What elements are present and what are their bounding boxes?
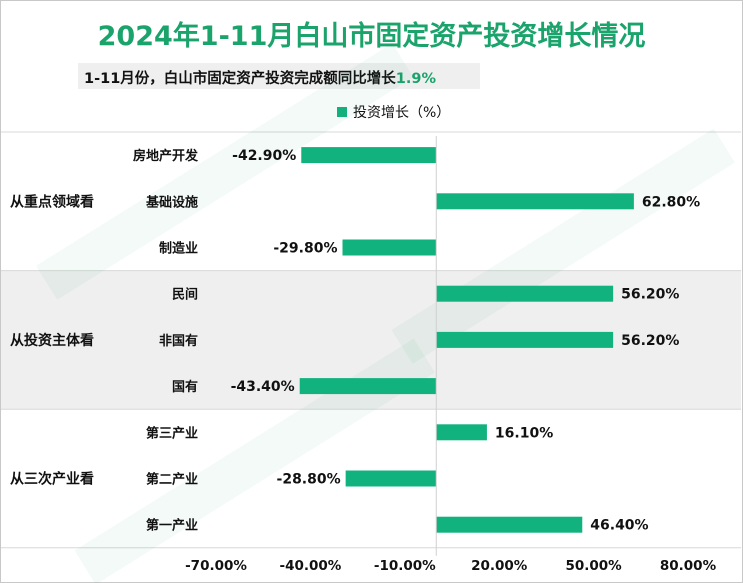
subtitle-background bbox=[78, 63, 480, 89]
subtitle: 1-11月份，白山市固定资产投资完成额同比增长1.9% bbox=[84, 67, 436, 88]
watermark-group bbox=[36, 43, 735, 583]
bar bbox=[436, 285, 614, 302]
x-tick-label: 50.00% bbox=[565, 558, 622, 574]
legend-label: 投资增长（%） bbox=[353, 105, 451, 121]
category-label: 国有 bbox=[172, 379, 198, 395]
x-tick-label: -10.00% bbox=[374, 558, 436, 574]
value-label: 62.80% bbox=[642, 194, 700, 210]
watermark-mark bbox=[74, 338, 435, 583]
chart-title: 2024年1-11月白山市固定资产投资增长情况 bbox=[97, 21, 646, 52]
category-label: 基础设施 bbox=[145, 194, 198, 210]
value-label: 56.20% bbox=[621, 333, 679, 349]
category-label: 房地产开发 bbox=[133, 148, 199, 164]
group-label: 从投资主体看 bbox=[10, 332, 94, 349]
value-label: 16.10% bbox=[495, 425, 553, 441]
x-tick-label: -70.00% bbox=[185, 558, 247, 574]
bar bbox=[436, 331, 614, 348]
x-tick-label: -40.00% bbox=[279, 558, 341, 574]
legend-swatch bbox=[337, 107, 347, 117]
x-axis: -70.00% -40.00% -10.00% 20.00% 50.00% 80.00% bbox=[185, 136, 717, 574]
bar bbox=[436, 193, 634, 210]
bar bbox=[345, 470, 437, 487]
watermark-mark bbox=[36, 43, 414, 300]
bar bbox=[301, 147, 437, 164]
category-label: 制造业 bbox=[159, 241, 198, 257]
bar bbox=[436, 516, 583, 533]
bar bbox=[299, 378, 437, 395]
legend: 投资增长（%） bbox=[337, 102, 450, 122]
x-tick-label: 80.00% bbox=[660, 558, 717, 574]
value-label: -42.90% bbox=[232, 148, 296, 164]
value-label: -28.80% bbox=[277, 472, 341, 488]
subtitle-text: 1-11月份，白山市固定资产投资完成额同比增长 bbox=[84, 71, 396, 87]
value-label: 46.40% bbox=[590, 518, 648, 534]
watermark-mark bbox=[391, 128, 735, 364]
value-label: 56.20% bbox=[621, 287, 679, 303]
group-label: 从重点领域看 bbox=[10, 193, 94, 210]
category-label: 第三产业 bbox=[146, 425, 198, 441]
category-label: 民间 bbox=[172, 287, 198, 303]
group-label: 从三次产业看 bbox=[10, 471, 94, 488]
subtitle-highlight: 1.9% bbox=[395, 71, 437, 87]
category-label: 第二产业 bbox=[146, 472, 198, 488]
category-label: 非国有 bbox=[159, 333, 198, 349]
x-tick-label: 20.00% bbox=[471, 558, 528, 574]
category-label: 第一产业 bbox=[146, 518, 198, 534]
value-label: -29.80% bbox=[273, 241, 337, 257]
bars bbox=[299, 147, 634, 533]
bar bbox=[436, 424, 487, 441]
bar bbox=[342, 239, 437, 256]
value-label: -43.40% bbox=[231, 379, 295, 395]
